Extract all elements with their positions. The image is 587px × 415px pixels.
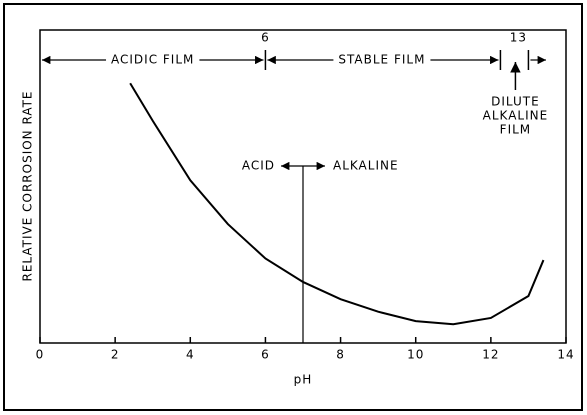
- zone-boundary-label: 6: [261, 31, 270, 45]
- zone-label: ACIDIC FILM: [111, 53, 194, 67]
- zone-label: ALKALINE: [483, 109, 549, 123]
- zone-label-bg: [333, 52, 431, 68]
- x-axis-label: pH: [294, 373, 313, 387]
- x-tick-label: 4: [186, 348, 195, 362]
- x-tick-label: 14: [557, 348, 574, 362]
- frame: [3, 3, 583, 411]
- zone-label: DILUTE: [491, 95, 540, 109]
- zone-label-bg: [106, 52, 200, 68]
- x-tick-label: 6: [261, 348, 270, 362]
- zone-boundary-label: 13: [510, 31, 527, 45]
- y-axis-label: RELATIVE CORROSION RATE: [21, 90, 35, 281]
- divider-right-label: ALKALINE: [333, 159, 399, 173]
- zone-label: FILM: [500, 123, 531, 137]
- x-tick-label: 8: [336, 348, 345, 362]
- divider-left-label: ACID: [242, 159, 275, 173]
- line-series: [129, 82, 545, 326]
- x-tick-label: 10: [407, 348, 424, 362]
- x-tick-label: 12: [482, 348, 499, 362]
- zone-label: STABLE FILM: [338, 53, 425, 67]
- x-tick-label: 0: [36, 348, 45, 362]
- x-tick-label: 2: [111, 348, 120, 362]
